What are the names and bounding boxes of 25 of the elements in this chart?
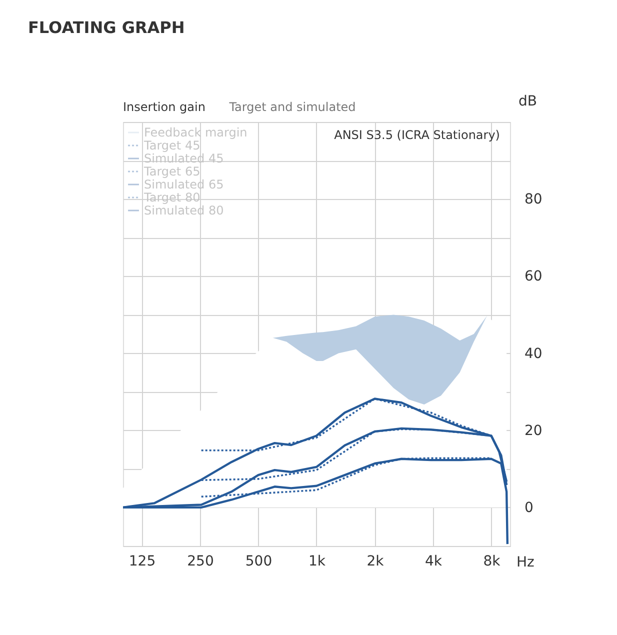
legend-label: Simulated 65 — [144, 178, 224, 192]
legend-label: Target 45 — [143, 138, 200, 152]
y-tick-label: 80 — [524, 192, 542, 208]
x-tick-label: 4k — [424, 554, 443, 570]
x-tick-label: 250 — [187, 554, 214, 570]
chart-subtitle: Target and simulated — [228, 100, 356, 114]
x-tick-label: 125 — [128, 554, 156, 570]
y-axis-title: dB — [518, 94, 537, 110]
y-tick-label: 0 — [524, 500, 534, 516]
legend-label: Simulated 45 — [144, 152, 224, 166]
text: FLOATING GRAPH — [28, 18, 185, 37]
x-tick-label: 2k — [366, 554, 385, 570]
x-axis-title: Hz — [516, 554, 534, 570]
legend-label: Target 80 — [143, 190, 200, 204]
annotation: ANSI S3.5 (ICRA Stationary) — [334, 128, 500, 142]
y-tick-label: 40 — [524, 346, 542, 362]
legend-label: Feedback margin — [144, 126, 248, 140]
y-tick-label: 20 — [524, 422, 542, 439]
legend-label: Target 65 — [143, 164, 200, 178]
chart-title: Insertion gain — [123, 100, 206, 114]
x-tick-label: 1k — [308, 554, 326, 570]
legend-label: Simulated 80 — [144, 204, 224, 218]
y-tick-label: 60 — [524, 268, 542, 285]
x-tick-label: 500 — [245, 554, 272, 570]
x-tick-label: 8k — [483, 554, 502, 570]
